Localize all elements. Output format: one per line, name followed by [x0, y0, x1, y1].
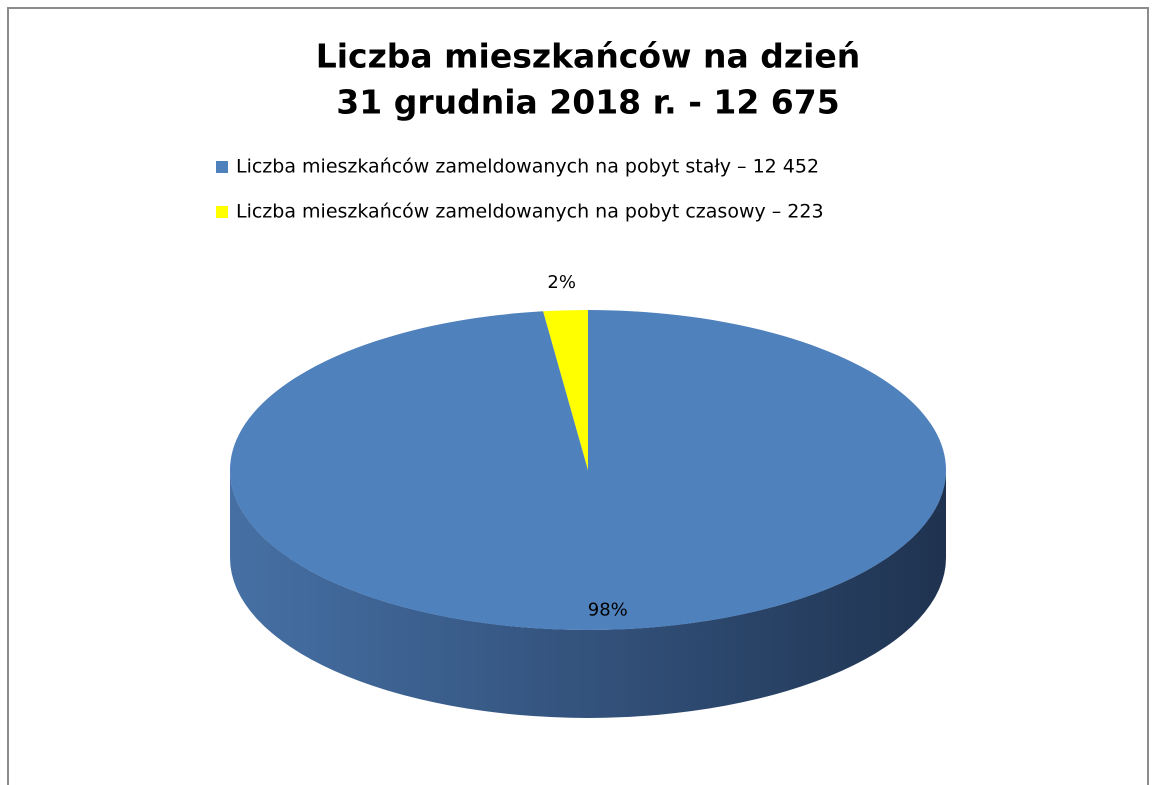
slice — [230, 310, 947, 630]
slice — [543, 310, 588, 470]
chart-frame — [7, 7, 1149, 785]
chart-title: Liczba mieszkańców na dzień — [316, 37, 861, 76]
data-label: 98% — [588, 600, 628, 621]
legend-label: Liczba mieszkańców zameldowanych na poby… — [236, 201, 824, 223]
slice-side — [230, 470, 946, 718]
legend-label: Liczba mieszkańców zameldowanych na poby… — [236, 156, 819, 178]
legend-swatch — [216, 161, 228, 173]
chart-title: 31 grudnia 2018 r. - 12 675 — [336, 83, 839, 122]
legend-swatch — [216, 206, 228, 218]
data-label: 2% — [547, 272, 576, 293]
